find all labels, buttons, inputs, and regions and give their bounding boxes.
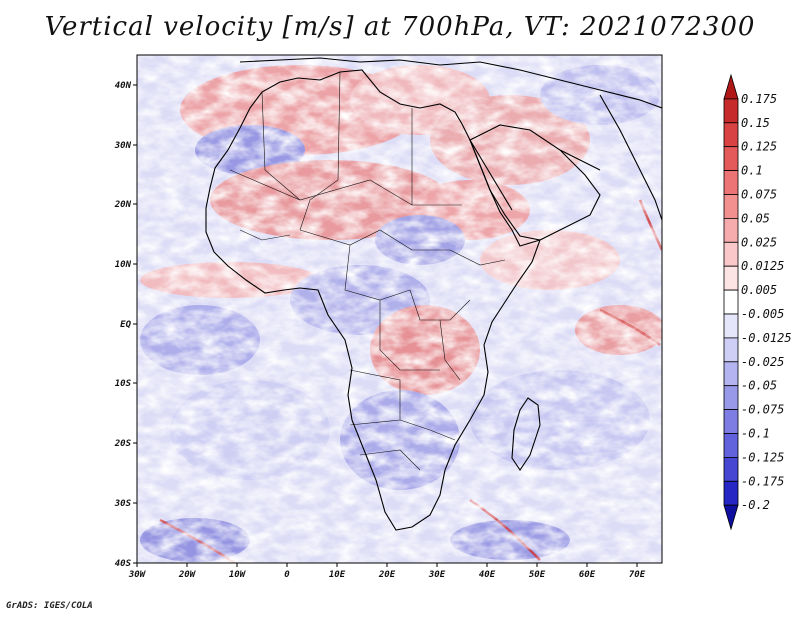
colorbar-label: -0.0125 bbox=[741, 331, 792, 345]
axis-ticks bbox=[133, 84, 638, 567]
colorbar-swatch bbox=[723, 409, 739, 434]
lat-tick-label: 30S bbox=[114, 499, 132, 509]
lon-tick-label: 30E bbox=[428, 570, 446, 580]
lat-tick-label: 10S bbox=[115, 379, 132, 389]
lat-tick-label: EQ bbox=[120, 320, 131, 330]
colorbar-label: 0.05 bbox=[741, 211, 770, 225]
lon-tick-label: 60E bbox=[579, 570, 596, 580]
colorbar-label: 0.075 bbox=[741, 188, 777, 202]
colorbar-label: 0.15 bbox=[741, 116, 770, 130]
lat-tick-label: 20N bbox=[114, 200, 132, 210]
colorbar-label: -0.025 bbox=[741, 355, 784, 369]
credit-text: GrADS: IGES/COLA bbox=[6, 601, 93, 611]
lon-tick-label: 0 bbox=[284, 570, 290, 580]
lat-tick-label: 40N bbox=[115, 81, 132, 91]
colorbar-swatch bbox=[723, 241, 739, 267]
colorbar-swatch bbox=[723, 313, 739, 339]
lon-tick-label: 40E bbox=[479, 570, 496, 580]
colorbar-swatch bbox=[723, 98, 739, 124]
lon-tick-label: 70E bbox=[629, 570, 646, 580]
lon-tick-label: 20W bbox=[178, 570, 197, 580]
colorbar-swatch bbox=[723, 265, 739, 291]
colorbar-label: 0.025 bbox=[741, 235, 777, 249]
lon-tick-label: 10E bbox=[329, 570, 346, 580]
colorbar-label: -0.005 bbox=[741, 307, 784, 321]
colorbar-swatch bbox=[723, 480, 739, 506]
colorbar-label: -0.05 bbox=[741, 379, 777, 393]
lat-tick-label: 20S bbox=[114, 439, 132, 449]
colorbar-arrow-bottom bbox=[723, 504, 739, 531]
colorbar-swatch bbox=[723, 361, 739, 387]
colorbar-swatch bbox=[723, 289, 739, 315]
colorbar-swatch bbox=[723, 433, 739, 458]
lon-tick-label: 50E bbox=[529, 570, 546, 580]
map-frame bbox=[136, 54, 663, 564]
colorbar-swatch bbox=[723, 194, 739, 219]
colorbar-label: 0.175 bbox=[741, 92, 777, 106]
country-borders bbox=[229, 71, 506, 471]
lon-tick-label: 20E bbox=[378, 570, 396, 580]
colorbar-swatch bbox=[723, 456, 739, 482]
colorbar-label: -0.175 bbox=[741, 474, 784, 488]
lat-tick-label: 10N bbox=[115, 260, 132, 270]
colorbar-label: 0.1 bbox=[741, 164, 763, 178]
colorbar-swatch bbox=[723, 337, 739, 363]
colorbar-label: -0.1 bbox=[741, 427, 770, 441]
colorbar: 0.175 0.15 0.125 0.1 0.075 0.05 0.025 0.0125 0.0… bbox=[723, 73, 792, 531]
colorbar-swatch bbox=[723, 217, 739, 243]
colorbar-swatch bbox=[723, 170, 739, 195]
colorbar-label: 0.005 bbox=[741, 283, 777, 297]
lon-tick-label: 10W bbox=[229, 570, 247, 580]
velocity-field bbox=[137, 55, 662, 563]
colorbar-label: 0.125 bbox=[741, 140, 777, 154]
colorbar-label: -0.075 bbox=[741, 403, 784, 417]
colorbar-arrow-top bbox=[723, 73, 739, 100]
coastlines bbox=[205, 57, 662, 531]
lat-tick-label: 30N bbox=[114, 141, 132, 151]
colorbar-label: 0.0125 bbox=[741, 259, 784, 273]
map-title: Vertical velocity [m/s] at 700hPa, VT: 2… bbox=[44, 12, 756, 42]
colorbar-swatch bbox=[723, 385, 739, 411]
colorbar-label: -0.125 bbox=[741, 450, 784, 464]
lon-tick-label: 30W bbox=[128, 570, 147, 580]
lat-tick-label: 40S bbox=[115, 559, 132, 569]
colorbar-label: -0.2 bbox=[741, 498, 770, 512]
colorbar-swatch bbox=[723, 122, 739, 148]
colorbar-swatch bbox=[723, 146, 739, 171]
